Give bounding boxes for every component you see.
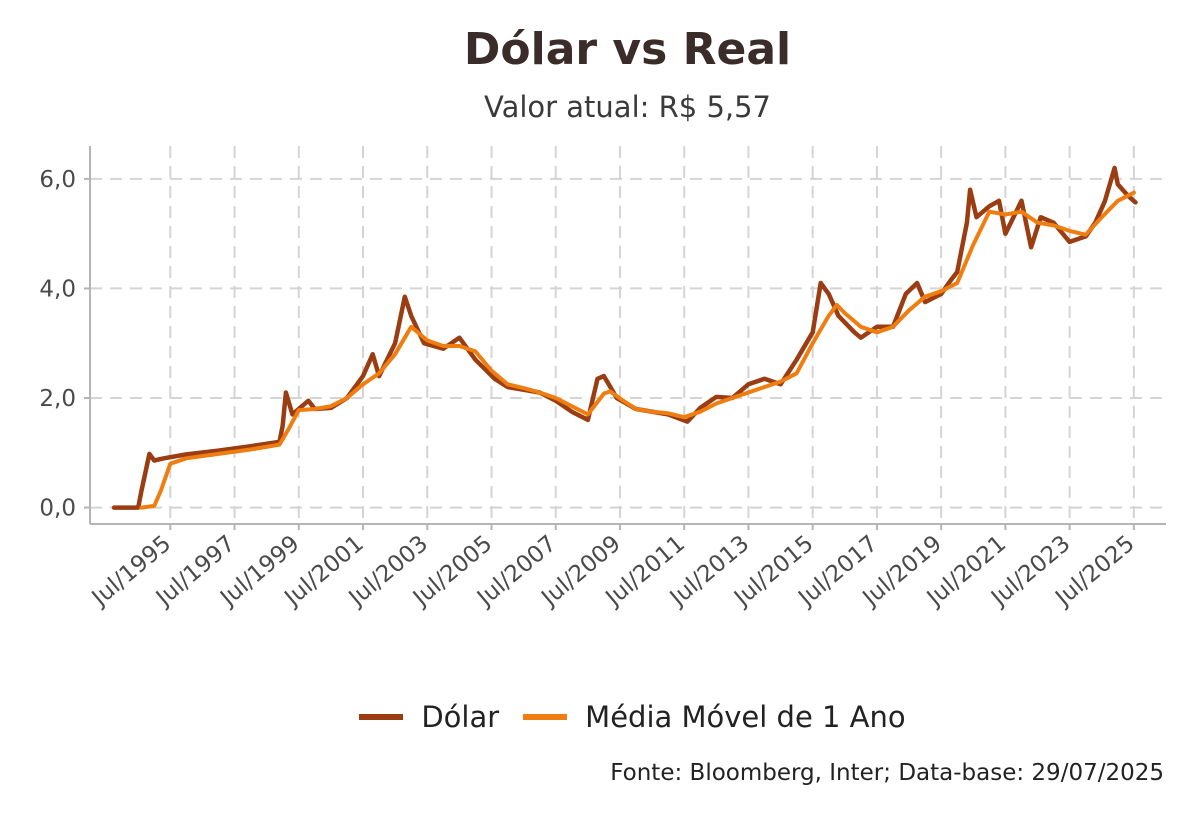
y-tick-label: 0,0 <box>39 496 76 522</box>
series-line-media-movel <box>139 190 1136 510</box>
line-chart: 0,02,04,06,0Jul/1995Jul/1997Jul/1999Jul/… <box>39 146 1166 612</box>
series-line-dolar <box>111 165 1138 510</box>
y-tick-label: 4,0 <box>39 276 76 302</box>
legend-label-media-movel: Média Móvel de 1 Ano <box>585 700 906 734</box>
source-note: Fonte: Bloomberg, Inter; Data-base: 29/0… <box>610 760 1164 786</box>
legend-swatch-media-movel <box>523 714 568 720</box>
legend-swatch-dolar <box>359 714 404 720</box>
legend: Dólar Média Móvel de 1 Ano <box>0 700 1200 734</box>
y-tick-label: 6,0 <box>39 167 76 193</box>
chart-subtitle: Valor atual: R$ 5,57 <box>483 90 772 124</box>
chart-title: Dólar vs Real <box>463 24 792 75</box>
legend-label-dolar: Dólar <box>421 700 500 734</box>
y-tick-label: 2,0 <box>39 386 76 412</box>
legend-item-dolar: Dólar <box>359 700 499 734</box>
legend-item-media-movel: Média Móvel de 1 Ano <box>523 700 906 734</box>
